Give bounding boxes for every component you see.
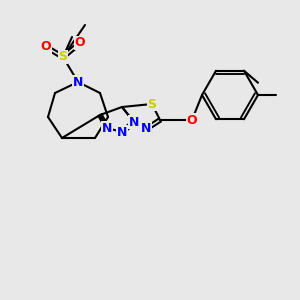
Text: N: N [129, 116, 139, 128]
Text: O: O [75, 37, 85, 50]
Text: N: N [141, 122, 151, 136]
Text: N: N [73, 76, 83, 88]
Text: S: S [58, 50, 68, 64]
Text: O: O [187, 113, 197, 127]
Text: N: N [117, 125, 127, 139]
Text: O: O [41, 40, 51, 53]
Text: S: S [148, 98, 157, 110]
Text: N: N [102, 122, 112, 134]
